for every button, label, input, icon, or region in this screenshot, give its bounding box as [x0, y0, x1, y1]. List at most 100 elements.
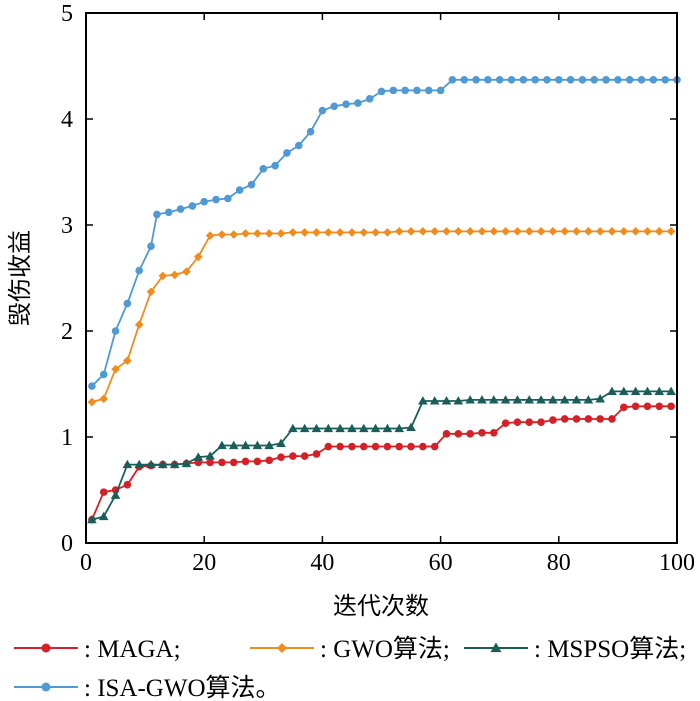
data-point: [500, 395, 511, 404]
data-point: [265, 456, 274, 465]
data-point: [537, 418, 545, 426]
data-point: [294, 141, 303, 150]
data-point: [430, 442, 439, 451]
data-point: [87, 514, 97, 524]
data-point: [188, 202, 197, 210]
data-point: [560, 415, 569, 423]
legend-label: : MAGA;: [84, 636, 181, 663]
data-point: [300, 228, 309, 237]
data-point: [406, 227, 416, 236]
data-point: [607, 227, 617, 236]
data-point: [595, 394, 605, 403]
y-tick-label: 1: [61, 425, 73, 451]
data-point: [418, 396, 428, 405]
data-point: [448, 75, 457, 84]
data-point: [614, 75, 622, 84]
legend-marker: [41, 682, 51, 692]
data-point: [395, 442, 404, 451]
data-point: [99, 370, 108, 379]
data-point: [478, 428, 486, 437]
data-point: [110, 490, 121, 499]
data-point: [625, 75, 634, 84]
data-point: [158, 459, 168, 469]
data-point: [524, 227, 534, 236]
data-point: [536, 227, 546, 236]
data-point: [153, 210, 161, 219]
data-point: [365, 95, 374, 103]
data-point: [87, 397, 97, 407]
data-point: [218, 458, 226, 467]
data-point: [583, 395, 594, 404]
x-tick-label: 20: [192, 550, 216, 576]
data-point: [235, 186, 244, 194]
data-point: [548, 395, 558, 404]
data-point: [465, 227, 475, 236]
data-point: [264, 229, 274, 238]
data-point: [99, 394, 109, 404]
axes: 0 20 40 60 80 100 0 1 2 3 4 5: [61, 1, 695, 576]
data-point: [666, 227, 676, 236]
data-point: [348, 442, 356, 451]
data-point: [654, 227, 664, 236]
legend-item: : MSPSO算法;: [464, 635, 686, 663]
data-point: [99, 488, 108, 496]
data-point: [407, 442, 415, 451]
data-point: [359, 228, 369, 237]
data-point: [666, 386, 676, 396]
data-point: [146, 287, 156, 297]
data-point: [359, 442, 368, 451]
data-point: [324, 228, 333, 237]
y-tick-label: 4: [61, 107, 73, 133]
data-point: [241, 457, 250, 466]
data-point: [371, 442, 380, 451]
data-point: [466, 430, 474, 438]
data-point: [571, 395, 582, 404]
data-point: [342, 100, 350, 108]
x-tick-label: 100: [659, 550, 695, 576]
data-point: [146, 459, 156, 469]
data-point: [335, 423, 345, 433]
data-point: [205, 451, 215, 460]
data-point: [560, 227, 570, 236]
data-point: [643, 402, 652, 411]
data-point: [276, 438, 286, 447]
data-point: [401, 86, 409, 95]
data-point: [123, 299, 132, 308]
data-point: [229, 230, 239, 239]
data-point: [135, 266, 143, 275]
data-point: [477, 395, 487, 404]
series-line: [91, 230, 672, 403]
data-point: [193, 252, 203, 262]
data-point: [429, 396, 440, 405]
data-point: [465, 395, 475, 404]
data-point: [555, 75, 563, 84]
data-point: [212, 195, 220, 204]
y-tick-label: 3: [61, 213, 73, 239]
legend-label: : GWO算法;: [320, 635, 450, 663]
data-point: [377, 87, 386, 96]
data-point: [525, 418, 534, 426]
legend-label: : ISA-GWO算法。: [84, 674, 281, 701]
data-point: [122, 459, 133, 469]
data-point: [436, 86, 445, 95]
data-point: [123, 356, 132, 365]
data-point: [484, 75, 492, 84]
data-point: [311, 423, 322, 433]
y-tick-label: 0: [61, 531, 73, 557]
data-point: [548, 227, 558, 236]
data-point: [531, 75, 539, 84]
y-tick-label: 2: [61, 319, 73, 345]
plot-area: [87, 75, 681, 524]
data-point: [134, 320, 144, 329]
series-ISA-GWO算法: [88, 75, 681, 390]
data-point: [247, 180, 256, 189]
x-tick-label: 40: [310, 550, 334, 576]
data-point: [495, 75, 504, 84]
data-point: [217, 230, 227, 239]
data-point: [394, 227, 404, 236]
data-point: [335, 228, 345, 237]
data-point: [324, 442, 333, 451]
data-point: [654, 386, 665, 396]
data-point: [176, 205, 185, 213]
